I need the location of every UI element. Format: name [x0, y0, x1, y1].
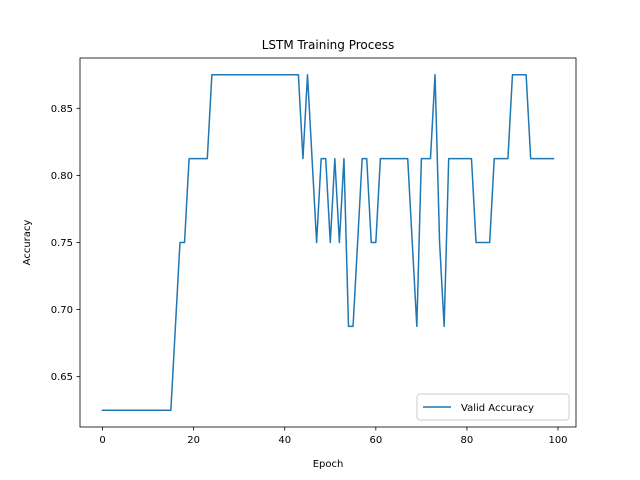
plot-area — [80, 58, 576, 427]
x-tick-label: 80 — [461, 435, 474, 446]
y-tick-label: 0.70 — [51, 305, 73, 316]
x-axis-ticks: 0 20 40 60 80 100 — [99, 427, 568, 446]
y-axis-ticks: 0.65 0.70 0.75 0.80 0.85 — [51, 104, 80, 383]
legend: Valid Accuracy — [416, 393, 570, 421]
y-tick-label: 0.80 — [51, 171, 73, 182]
y-axis-label: Accuracy — [22, 220, 33, 266]
y-tick-label: 0.85 — [51, 104, 73, 115]
x-tick-label: 20 — [187, 435, 200, 446]
x-tick-label: 40 — [278, 435, 291, 446]
chart-title: LSTM Training Process — [262, 38, 395, 52]
x-axis-label: Epoch — [313, 459, 344, 470]
x-tick-label: 100 — [548, 435, 567, 446]
legend-box — [416, 393, 570, 421]
x-tick-label: 60 — [369, 435, 382, 446]
y-tick-label: 0.75 — [51, 238, 73, 249]
series-layer — [101, 74, 555, 411]
y-tick-label: 0.65 — [51, 372, 73, 383]
plot-frame — [79, 57, 577, 428]
x-tick-label: 0 — [99, 435, 105, 446]
legend-label-valid-accuracy: Valid Accuracy — [461, 403, 534, 414]
series-line-valid-accuracy — [101, 74, 555, 411]
